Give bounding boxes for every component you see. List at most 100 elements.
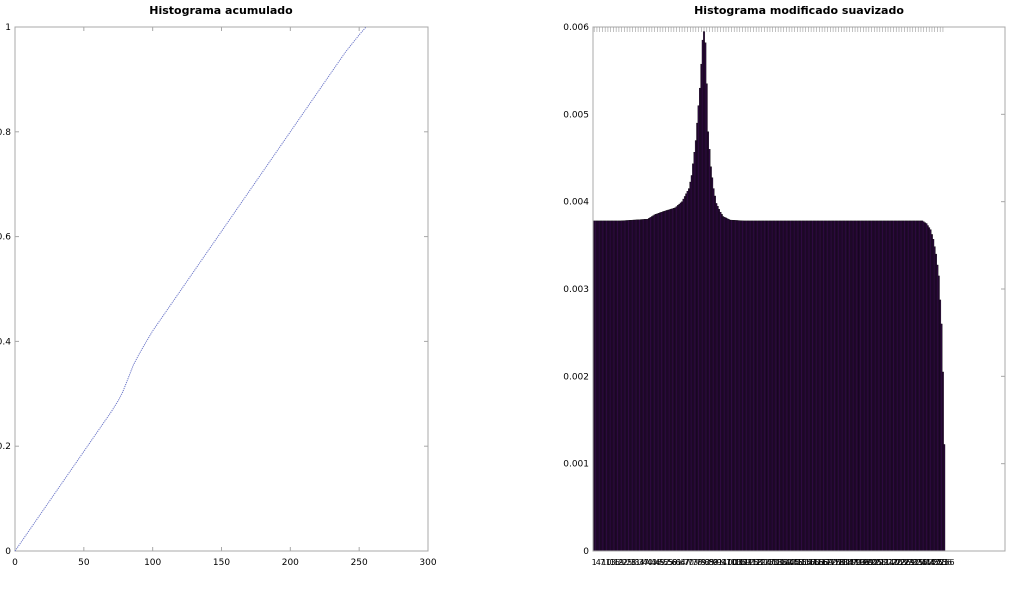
histogram-bar xyxy=(681,201,683,552)
x-tick-label: 184 xyxy=(838,558,853,567)
histogram-bar xyxy=(784,220,786,552)
x-tick-label: 22 xyxy=(618,558,628,567)
histogram-bar xyxy=(821,220,823,552)
x-tick-label: 91 xyxy=(713,558,723,567)
histogram-bar xyxy=(910,220,913,552)
histogram-bar xyxy=(741,220,744,552)
histogram-bar xyxy=(933,246,936,552)
histogram-bar xyxy=(770,220,773,552)
histogram-bar xyxy=(752,220,755,552)
cumulative-histogram-panel: Histograma acumulado 0 50 100 150 200 250 3000… xyxy=(0,4,437,568)
histogram-bar xyxy=(804,220,807,552)
histogram-bar xyxy=(755,220,758,552)
smoothed-histogram-top-ticks xyxy=(593,27,944,32)
histogram-bar xyxy=(807,220,810,552)
histogram-bar xyxy=(675,206,678,552)
histogram-bar xyxy=(626,220,628,552)
histogram-bar xyxy=(708,149,711,552)
histogram-bar xyxy=(819,220,822,552)
histogram-bar xyxy=(611,220,613,552)
histogram-bar xyxy=(721,214,723,552)
x-tick-label-last: 256 xyxy=(939,558,954,567)
histogram-bar xyxy=(863,220,866,552)
histogram-bar xyxy=(850,220,852,552)
x-tick-label: 133 xyxy=(768,558,783,567)
histogram-bar xyxy=(648,218,650,552)
x-tick-label: 220 xyxy=(887,558,902,567)
histogram-bar xyxy=(885,220,888,552)
histogram-bar xyxy=(612,220,615,552)
histogram-bar xyxy=(811,220,814,552)
histogram-bar xyxy=(723,217,726,552)
histogram-bar xyxy=(640,219,642,552)
x-tick-label: 40 xyxy=(643,558,653,567)
histogram-bar xyxy=(895,220,898,552)
histogram-bar xyxy=(766,220,769,552)
x-tick-label: 208 xyxy=(871,558,886,567)
histogram-bar xyxy=(666,210,668,552)
histogram-bar xyxy=(774,220,777,552)
y-tick-label: 0.003 xyxy=(563,285,589,295)
histogram-bar xyxy=(925,223,928,552)
histogram-bar xyxy=(788,220,791,552)
histogram-bar xyxy=(898,220,900,552)
x-tick-label: 0 xyxy=(12,558,18,568)
histogram-bar xyxy=(659,212,661,552)
histogram-bar xyxy=(653,214,656,552)
x-tick-label: 160 xyxy=(805,558,820,567)
x-tick-label: 244 xyxy=(920,558,935,567)
x-tick-label: 229 xyxy=(900,558,915,567)
x-tick-label: 181 xyxy=(834,558,849,567)
histogram-bar xyxy=(780,220,782,552)
histogram-bar xyxy=(729,219,731,552)
histogram-bar xyxy=(866,220,869,552)
histogram-bar xyxy=(829,220,832,552)
histogram-bar xyxy=(902,220,904,552)
histogram-bar xyxy=(935,253,937,552)
histogram-bar xyxy=(785,220,788,552)
y-tick-label: 0.6 xyxy=(0,233,11,243)
histogram-bar xyxy=(861,220,863,552)
histogram-bar xyxy=(701,39,704,552)
histogram-bar xyxy=(742,220,745,552)
x-tick-label: 58 xyxy=(667,558,677,567)
histogram-bar xyxy=(870,220,873,552)
histogram-bar xyxy=(725,217,727,552)
histogram-bar xyxy=(797,220,800,552)
smoothed-histogram-panel: Histograma modificado suavizado 0 0.001 0.… xyxy=(563,4,1006,567)
histogram-bar xyxy=(749,220,752,552)
histogram-bar xyxy=(914,220,917,552)
x-tick-label: 97 xyxy=(721,558,731,567)
histogram-bar xyxy=(674,207,677,552)
x-tick-label: 151 xyxy=(793,558,808,567)
histogram-bar xyxy=(778,220,781,552)
histogram-bar xyxy=(911,220,914,552)
x-tick-label: 46 xyxy=(651,558,661,567)
x-tick-label: 109 xyxy=(735,558,750,567)
x-tick-label: 82 xyxy=(700,558,710,567)
x-tick-label: 139 xyxy=(776,558,791,567)
histogram-bar xyxy=(733,220,736,552)
histogram-bar xyxy=(619,220,622,552)
histogram-bar xyxy=(646,218,649,552)
histogram-bar xyxy=(781,220,784,552)
histogram-bar xyxy=(767,220,770,552)
histogram-bar xyxy=(727,219,730,552)
histogram-bar xyxy=(869,220,872,552)
histogram-bar xyxy=(712,188,715,552)
histogram-bar xyxy=(718,209,720,552)
histogram-bar xyxy=(847,220,850,552)
histogram-bar xyxy=(865,220,867,552)
histogram-bar xyxy=(601,220,604,552)
x-tick-label: 238 xyxy=(912,558,927,567)
x-tick-label: 103 xyxy=(727,558,742,567)
x-tick-label: 19 xyxy=(614,558,624,567)
histogram-bar xyxy=(803,220,806,552)
histogram-bar xyxy=(763,220,766,552)
histogram-bar xyxy=(943,444,946,552)
histogram-bar xyxy=(624,220,627,552)
histogram-bar xyxy=(753,220,756,552)
histogram-bar xyxy=(806,220,808,552)
x-tick-label: 169 xyxy=(817,558,832,567)
y-tick-label: 0.8 xyxy=(0,128,11,138)
